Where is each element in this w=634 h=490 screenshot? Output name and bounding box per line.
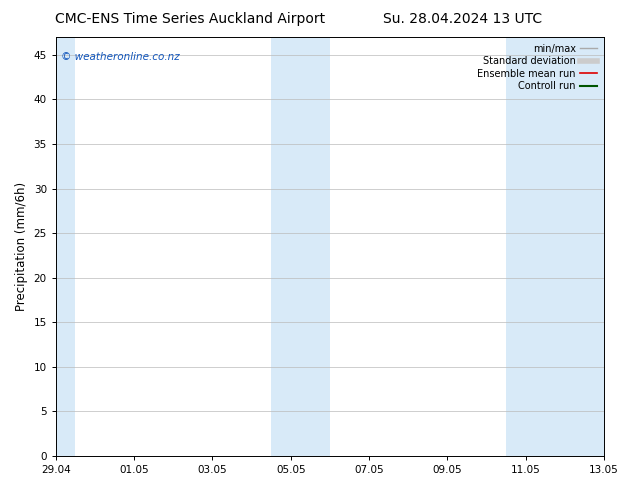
Bar xyxy=(50,37,75,456)
Text: CMC-ENS Time Series Auckland Airport: CMC-ENS Time Series Auckland Airport xyxy=(55,12,325,26)
Bar xyxy=(506,37,610,456)
Legend: min/max, Standard deviation, Ensemble mean run, Controll run: min/max, Standard deviation, Ensemble me… xyxy=(476,42,599,93)
Text: © weatheronline.co.nz: © weatheronline.co.nz xyxy=(61,52,180,62)
Bar xyxy=(271,37,330,456)
Text: Su. 28.04.2024 13 UTC: Su. 28.04.2024 13 UTC xyxy=(384,12,542,26)
Y-axis label: Precipitation (mm/6h): Precipitation (mm/6h) xyxy=(15,182,28,311)
